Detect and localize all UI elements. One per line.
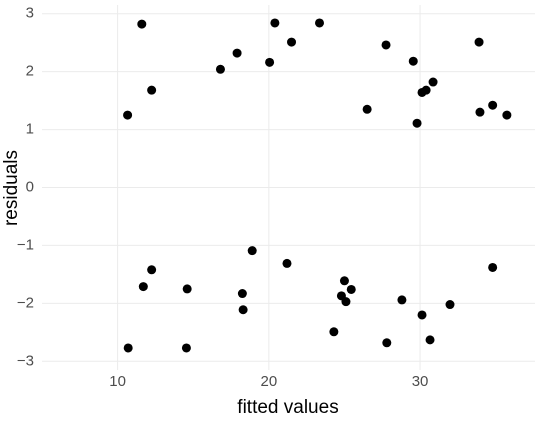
point [339, 276, 349, 286]
point [238, 305, 248, 315]
point [341, 297, 351, 307]
point [137, 19, 147, 29]
x-tick-label: 30 [412, 373, 429, 390]
y-axis-title: residuals [1, 150, 22, 226]
point [123, 110, 133, 120]
point [417, 310, 427, 320]
point [488, 262, 498, 272]
point [215, 64, 225, 74]
point [408, 56, 418, 66]
point [123, 343, 133, 353]
point [181, 343, 191, 353]
point [282, 258, 292, 268]
point [381, 40, 391, 50]
point [421, 85, 431, 95]
y-tick-label: 1 [26, 121, 34, 138]
point [265, 57, 275, 67]
x-tick-label: 20 [260, 373, 277, 390]
point [428, 77, 438, 87]
point [247, 246, 257, 256]
point [287, 37, 297, 47]
point [488, 100, 498, 110]
point [382, 338, 392, 348]
point [329, 327, 339, 337]
y-tick-label: −3 [17, 352, 34, 369]
point [346, 284, 356, 294]
point [237, 289, 247, 299]
point [147, 85, 157, 95]
point [474, 37, 484, 47]
y-tick-label: 2 [26, 63, 34, 80]
point [147, 265, 157, 275]
point [425, 335, 435, 345]
point [475, 107, 485, 117]
point [445, 300, 455, 310]
point [138, 282, 148, 292]
point [362, 104, 372, 114]
point [397, 295, 407, 305]
x-tick-label: 10 [109, 373, 126, 390]
y-tick-label: 0 [26, 178, 34, 195]
point [502, 110, 512, 120]
y-tick-label: −2 [17, 294, 34, 311]
point [232, 48, 242, 58]
x-axis-title: fitted values [237, 397, 338, 418]
point [182, 284, 192, 294]
point [270, 18, 280, 28]
y-tick-label: 3 [26, 5, 34, 22]
point [412, 118, 422, 128]
point [315, 18, 325, 28]
y-tick-label: −1 [17, 236, 34, 253]
